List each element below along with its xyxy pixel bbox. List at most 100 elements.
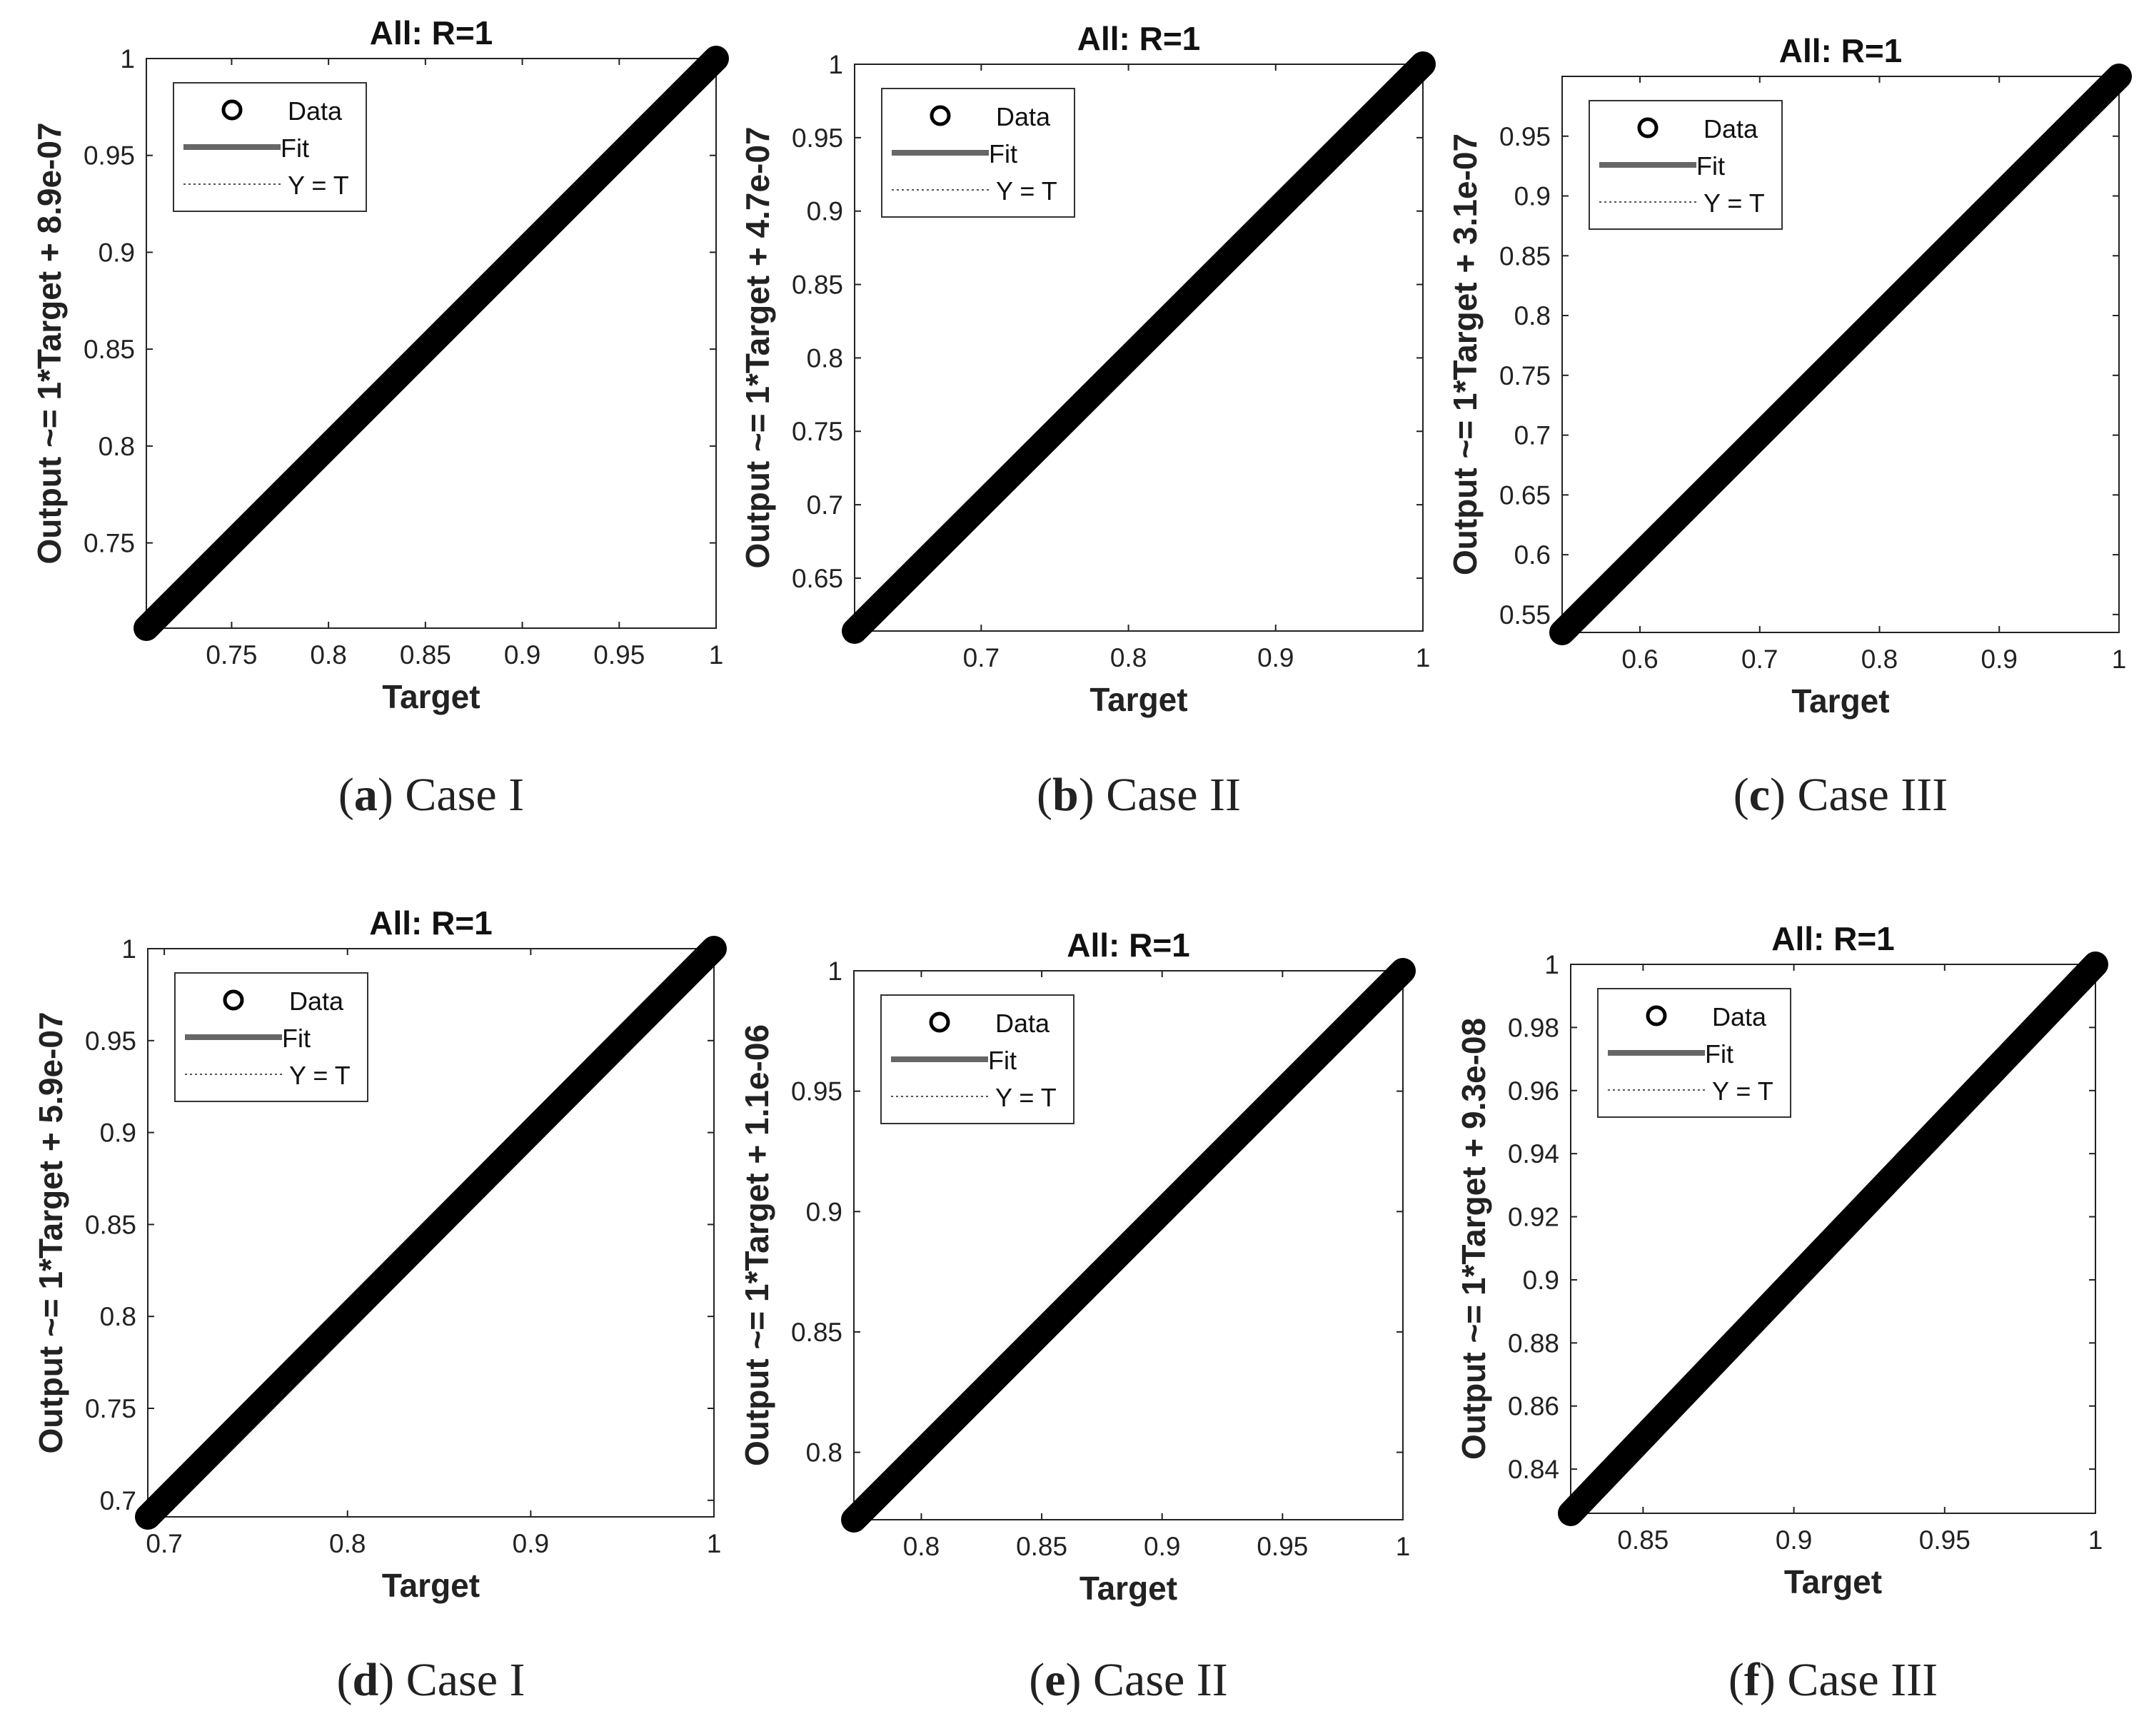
chart-title: All: R=1 xyxy=(369,904,493,942)
caption-text: Case II xyxy=(1106,769,1241,821)
y-tick-label: 0.85 xyxy=(792,271,843,300)
x-tick-label: 0.7 xyxy=(1741,645,1778,674)
chart-title: All: R=1 xyxy=(1771,920,1895,957)
caption-text: Case II xyxy=(1093,1654,1228,1706)
y-axis-label: Output ~= 1*Target + 3.1e-07 xyxy=(1446,133,1484,575)
x-tick-label: 0.9 xyxy=(504,640,540,670)
y-tick-label: 0.96 xyxy=(1508,1076,1559,1106)
y-tick-label: 0.95 xyxy=(791,1077,842,1106)
x-tick-label: 0.75 xyxy=(206,640,257,670)
legend: Data Fit Y = T xyxy=(173,82,367,212)
y-tick-label: 0.9 xyxy=(1514,182,1551,211)
legend-marker-data xyxy=(1637,117,1659,138)
data-points xyxy=(1558,952,2108,1526)
y-tick-label: 0.85 xyxy=(1499,241,1551,271)
caption-open: ( xyxy=(1037,769,1052,821)
x-axis-label: Target xyxy=(382,1567,480,1604)
y-tick-label: 1 xyxy=(1544,950,1559,979)
caption-close: ) xyxy=(1770,769,1797,821)
y-tick-label: 0.9 xyxy=(807,197,843,226)
legend-entry: Fit xyxy=(988,1046,1017,1075)
data-points xyxy=(841,958,1416,1533)
x-tick-label: 1 xyxy=(709,640,724,670)
y-tick-label: 0.75 xyxy=(84,529,135,558)
panel-letter: b xyxy=(1052,769,1079,821)
y-tick-label: 0.65 xyxy=(1499,480,1551,510)
x-tick-label: 0.9 xyxy=(1257,643,1294,672)
y-tick-label: 0.86 xyxy=(1508,1392,1559,1421)
caption-close: ) xyxy=(1760,1654,1787,1706)
x-tick-label: 0.8 xyxy=(310,640,346,670)
y-tick-label: 0.95 xyxy=(1499,122,1551,151)
panel-caption: (a) Case I xyxy=(338,769,524,821)
x-tick-label: 1 xyxy=(2088,1525,2103,1555)
x-tick-label: 0.7 xyxy=(963,643,1000,672)
x-tick-label: 1 xyxy=(1396,1532,1411,1561)
y-tick-label: 1 xyxy=(121,934,136,964)
y-tick-label: 0.55 xyxy=(1499,600,1551,630)
legend-entry: Data xyxy=(995,1009,1050,1038)
y-axis-label: Output ~= 1*Target + 4.7e-07 xyxy=(739,126,776,568)
x-tick-label: 0.6 xyxy=(1621,645,1658,674)
y-tick-label: 1 xyxy=(120,44,135,74)
y-axis-label: Output ~= 1*Target + 1.1e-06 xyxy=(738,1024,775,1466)
x-tick-label: 0.8 xyxy=(1861,645,1898,674)
y-tick-label: 0.6 xyxy=(1514,540,1551,570)
y-tick-label: 0.75 xyxy=(792,417,843,446)
panel-caption: (c) Case III xyxy=(1733,769,1948,821)
y-tick-label: 0.8 xyxy=(806,1438,842,1468)
data-points xyxy=(135,936,727,1530)
y-tick-label: 0.95 xyxy=(792,123,843,153)
y-tick-label: 1 xyxy=(827,957,842,986)
panel-e: 0.8 0.85 0.9 0.95 1 0.8 0.85 0.9 0.95 1 All: R=1 Ta… xyxy=(738,927,1416,1706)
legend-entry: Data xyxy=(288,96,343,126)
x-tick-label: 0.95 xyxy=(1919,1525,1971,1555)
legend-entry: Fit xyxy=(1696,151,1725,181)
y-tick-label: 0.8 xyxy=(807,343,843,373)
y-tick-label: 0.9 xyxy=(99,238,135,267)
caption-text: Case III xyxy=(1787,1654,1938,1706)
x-tick-label: 0.95 xyxy=(1257,1532,1308,1561)
x-axis-label: Target xyxy=(382,678,480,715)
y-tick-label: 0.9 xyxy=(1523,1266,1559,1295)
x-tick-label: 0.8 xyxy=(903,1532,940,1561)
panel-a: 0.75 0.8 0.85 0.9 0.95 1 0.75 0.8 0.85 0.9 0.95 1 Al… xyxy=(31,14,729,821)
chart-title: All: R=1 xyxy=(1067,927,1190,964)
y-tick-label: 0.8 xyxy=(99,432,135,461)
legend-entry: Data xyxy=(996,102,1051,131)
legend-entry: Fit xyxy=(282,1024,311,1053)
legend-entry: Y = T xyxy=(996,176,1057,206)
caption-open: ( xyxy=(1733,769,1749,821)
caption-close: ) xyxy=(378,1654,406,1706)
caption-close: ) xyxy=(1066,1654,1093,1706)
legend: Data Fit Y = T xyxy=(881,88,1075,218)
caption-open: ( xyxy=(1029,1654,1045,1706)
x-tick-label: 0.9 xyxy=(1144,1532,1180,1561)
panel-letter: e xyxy=(1045,1654,1065,1706)
caption-open: ( xyxy=(338,769,354,821)
chart-title: All: R=1 xyxy=(1077,20,1201,57)
legend-marker-data xyxy=(1646,1005,1667,1026)
y-tick-label: 0.8 xyxy=(1514,301,1551,330)
panel-caption: (f) Case III xyxy=(1728,1654,1938,1706)
panel-caption: (e) Case II xyxy=(1029,1654,1228,1706)
x-tick-label: 0.8 xyxy=(1110,643,1147,672)
legend-entry: Y = T xyxy=(1703,188,1765,218)
caption-text: Case I xyxy=(406,1654,525,1706)
caption-open: ( xyxy=(337,1654,353,1706)
legend-entry: Fit xyxy=(989,139,1017,168)
x-tick-label: 0.85 xyxy=(1617,1525,1669,1555)
legend-marker-data xyxy=(929,1011,950,1033)
x-axis-label: Target xyxy=(1089,681,1187,718)
y-tick-label: 0.85 xyxy=(85,1210,136,1239)
x-tick-label: 0.95 xyxy=(593,640,645,670)
panel-letter: c xyxy=(1749,769,1770,821)
panel-letter: d xyxy=(353,1654,379,1706)
panel-b: 0.7 0.8 0.9 1 0.65 0.7 0.75 0.8 0.85 0.9 0.95 1 All:… xyxy=(739,20,1436,821)
legend-entry: Fit xyxy=(281,133,309,163)
panel-c: 0.6 0.7 0.8 0.9 1 0.55 0.6 0.65 0.7 0.75 0.8 0.85 0.… xyxy=(1446,32,2132,821)
legend-marker-data xyxy=(223,989,244,1011)
x-tick-label: 1 xyxy=(707,1529,722,1558)
panel-d: 0.7 0.8 0.9 1 0.7 0.75 0.8 0.85 0.9 0.95 1 All: R=1… xyxy=(32,904,727,1706)
